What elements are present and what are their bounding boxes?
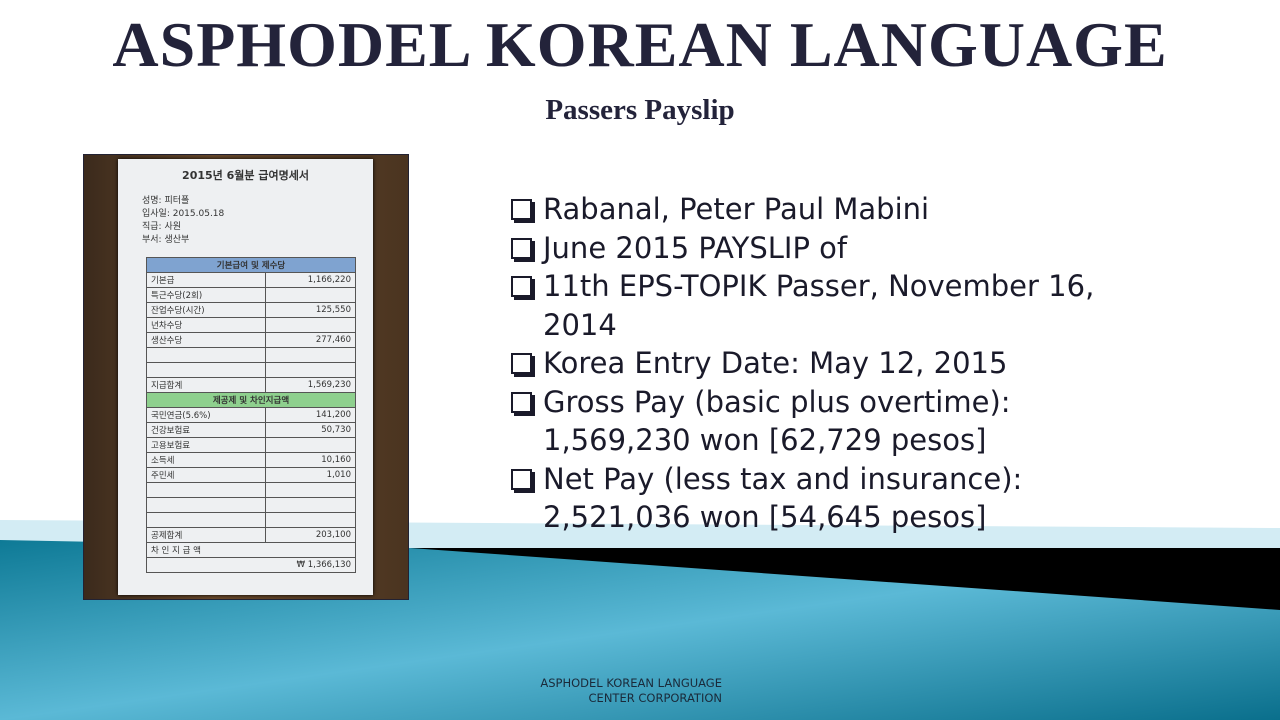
- row-label: [146, 347, 266, 363]
- table-row: ₩ 1,366,130: [146, 557, 356, 573]
- row-label: 년차수당: [146, 317, 266, 333]
- table-row: 년차수당: [146, 317, 357, 333]
- row-label: 특근수당(2회): [146, 287, 266, 303]
- row-amount: 1,166,220: [264, 272, 357, 288]
- row-label: 주민세: [146, 467, 266, 483]
- row-amount: [264, 287, 357, 303]
- footer: ASPHODEL KOREAN LANGUAGE CENTER CORPORATI…: [480, 676, 722, 706]
- bullet: 11th EPS-TOPIK Passer, November 16, 2014: [508, 267, 1148, 344]
- bullet: Korea Entry Date: May 12, 2015: [508, 344, 1148, 383]
- footer-line: ASPHODEL KOREAN LANGUAGE: [540, 676, 722, 690]
- bullet-text: Rabanal, Peter Paul Mabini: [543, 192, 930, 226]
- row-amount: 203,100: [264, 527, 357, 543]
- bullet: Gross Pay (basic plus overtime): 1,569,2…: [508, 383, 1148, 460]
- header-cell: 기본급여 및 제수당: [146, 257, 356, 273]
- row-label: 건강보험료: [146, 422, 266, 438]
- table-row: 고용보험료: [146, 437, 357, 453]
- row-label: 지급합계: [146, 377, 266, 393]
- row-label: 생산수당: [146, 332, 266, 348]
- row-label: 공제합계: [146, 527, 266, 543]
- row-amount: 277,460: [264, 332, 357, 348]
- row-label: [146, 482, 266, 498]
- table-row: 특근수당(2회): [146, 287, 357, 303]
- row-amount: 125,550: [264, 302, 357, 318]
- table-row: 지급합계 1,569,230: [146, 377, 357, 393]
- table-row: [146, 347, 357, 363]
- table-row: [146, 482, 357, 498]
- row-amount: [264, 362, 357, 378]
- row-amount: 141,200: [264, 407, 357, 423]
- row-label: 국민연금(5.6%): [146, 407, 266, 423]
- table-header: 기본급여 및 제수당: [146, 257, 356, 273]
- row-amount: [264, 317, 357, 333]
- row-label: 고용보험료: [146, 437, 266, 453]
- row-amount: 10,160: [264, 452, 357, 468]
- checkbox-bullet: [511, 276, 532, 297]
- row-label: 소득세: [146, 452, 266, 468]
- row-label: 기본급: [146, 272, 266, 288]
- row-label: [146, 512, 266, 528]
- row-label: [146, 497, 266, 513]
- table-row: [146, 362, 357, 378]
- row-amount: 1,569,230: [264, 377, 357, 393]
- table-row: 잔업수당(시간) 125,550: [146, 302, 357, 318]
- row-label: 잔업수당(시간): [146, 302, 266, 318]
- table-row: 차 인 지 급 액: [146, 542, 356, 558]
- header-cell: 제공제 및 차인지급액: [146, 392, 356, 408]
- table-row: 기본급 1,166,220: [146, 272, 357, 288]
- net-amount: ₩ 1,366,130: [146, 557, 356, 573]
- table-header: 제공제 및 차인지급액: [146, 392, 356, 408]
- info-line: 부서: 생산부: [142, 235, 190, 245]
- bullet-text: Gross Pay (basic plus overtime): 1,569,2…: [543, 384, 1011, 458]
- bullet: Rabanal, Peter Paul Mabini: [508, 190, 1148, 229]
- table-row: [146, 512, 357, 528]
- table-row: 건강보험료 50,730: [146, 422, 357, 438]
- row-amount: [264, 512, 357, 528]
- bullet: June 2015 PAYSLIP of: [508, 229, 1148, 268]
- checkbox-bullet: [511, 353, 532, 374]
- checkbox-bullet: [511, 237, 532, 259]
- info-line: 입사일: 2015.05.18: [142, 209, 225, 219]
- table-row: 공제합계 203,100: [146, 527, 357, 543]
- bullet-text: 11th EPS-TOPIK Passer, November 16, 2014: [543, 269, 1095, 342]
- table-row: [146, 497, 357, 513]
- bullet: Net Pay (less tax and insurance): 2,521,…: [508, 460, 1148, 537]
- payslip-title: 2015년 6월분 급여명세서: [182, 169, 309, 182]
- checkbox-bullet: [511, 391, 532, 413]
- table-row: 주민세 1,010: [146, 467, 357, 483]
- row-amount: 50,730: [264, 422, 357, 438]
- info-line: 직급: 사원: [142, 222, 182, 232]
- row-amount: [264, 482, 357, 498]
- bullet-list: Rabanal, Peter Paul Mabini June 2015 PAYS…: [508, 190, 1148, 537]
- bullet-text: June 2015 PAYSLIP of: [543, 230, 848, 265]
- row-amount: [264, 437, 357, 453]
- bullet-text: Net Pay (less tax and insurance): 2,521,…: [543, 461, 1023, 535]
- checkbox-bullet: [511, 199, 532, 220]
- info-line: 성명: 피터폴: [142, 196, 190, 206]
- row-label: [146, 362, 266, 378]
- footer-line: CENTER CORPORATION: [588, 691, 722, 705]
- subtitle: Passers Payslip: [545, 94, 735, 126]
- bullet-text: Korea Entry Date: May 12, 2015: [543, 346, 1008, 380]
- title: ASPHODEL KOREAN LANGUAGE: [112, 9, 1168, 80]
- black-wedge: [410, 548, 1280, 610]
- row-amount: [264, 497, 357, 513]
- table-row: 소득세 10,160: [146, 452, 357, 468]
- net-label: 차 인 지 급 액: [146, 542, 356, 558]
- payslip-table: 기본급여 및 제수당 기본급 1,166,220 특근수당(2회) 잔업수당(시간) 12…: [146, 257, 357, 573]
- table-row: 국민연금(5.6%) 141,200: [146, 407, 357, 423]
- table-row: 생산수당 277,460: [146, 332, 357, 348]
- row-amount: [264, 347, 357, 363]
- row-amount: 1,010: [264, 467, 357, 483]
- checkbox-bullet: [511, 468, 532, 490]
